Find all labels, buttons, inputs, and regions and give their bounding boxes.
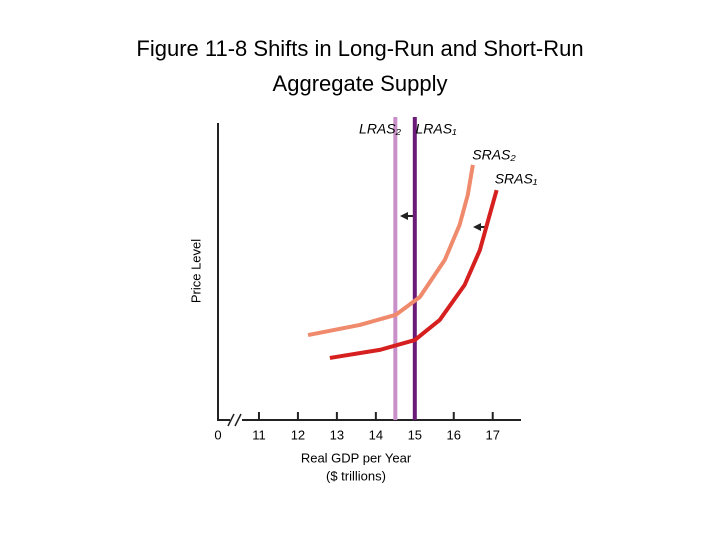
- series-label: LRAS₁: [416, 121, 458, 137]
- shift-arrow: [473, 223, 488, 231]
- series-label: SRAS₁: [495, 171, 538, 187]
- x-tick-label: 11: [252, 427, 266, 442]
- x-axis-label: Real GDP per Year: [301, 450, 412, 465]
- series-label: SRAS₂: [472, 147, 516, 163]
- x-tick-label: 15: [408, 427, 422, 442]
- x-origin-label: 0: [214, 427, 221, 442]
- x-tick-label: 14: [369, 427, 383, 442]
- series-label: LRAS₂: [359, 121, 402, 137]
- shift-arrow: [400, 212, 413, 220]
- sras-curve: [329, 189, 499, 360]
- axis-break: [227, 413, 242, 427]
- y-axis-label: Price Level: [188, 239, 203, 303]
- sras-curve: [307, 164, 475, 338]
- x-tick-label: 16: [447, 427, 461, 442]
- x-axis-label: ($ trillions): [326, 468, 386, 483]
- x-tick-label: 13: [330, 427, 344, 442]
- chart-title: Aggregate Supply: [273, 71, 448, 96]
- chart-title: Figure 11-8 Shifts in Long-Run and Short…: [136, 36, 583, 61]
- x-tick-label: 12: [291, 427, 305, 442]
- x-tick-label: 17: [485, 427, 499, 442]
